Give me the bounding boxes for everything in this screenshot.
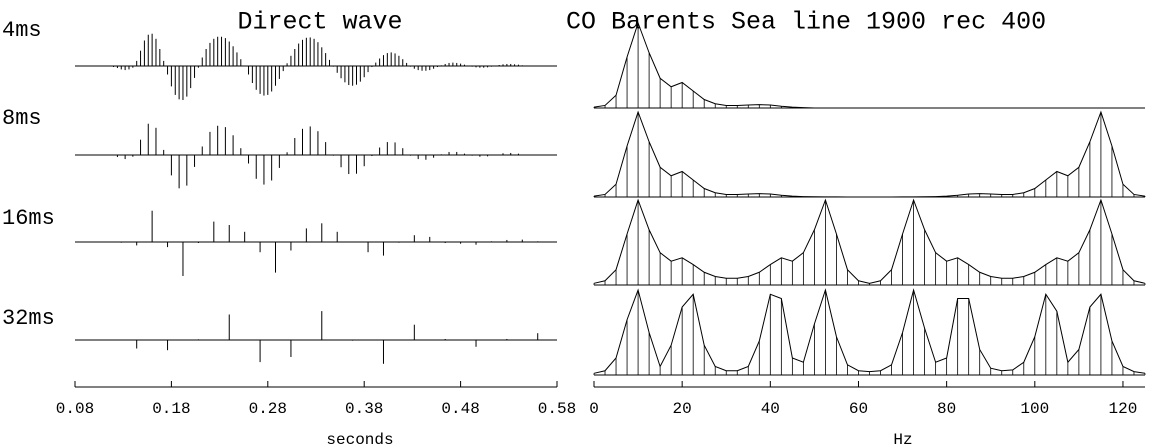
trace-label: 16ms xyxy=(2,206,55,231)
trace-label: 4ms xyxy=(2,18,42,43)
x-tick-label: 80 xyxy=(937,400,956,418)
x-tick-label: 0.08 xyxy=(56,400,94,418)
x-tick-label: 20 xyxy=(673,400,692,418)
x-axis-label: seconds xyxy=(326,431,393,446)
chart-title: Direct wave xyxy=(237,8,402,37)
x-tick-label: 0.28 xyxy=(249,400,287,418)
trace-label: 8ms xyxy=(2,106,42,131)
x-tick-label: 60 xyxy=(849,400,868,418)
x-axis-label: Hz xyxy=(893,431,912,446)
x-tick-label: 0.58 xyxy=(538,400,576,418)
x-tick-label: 0.18 xyxy=(152,400,190,418)
spectrum-line xyxy=(593,110,1146,198)
x-tick-label: 120 xyxy=(1109,400,1138,418)
trace-label: 32ms xyxy=(2,306,55,331)
x-tick-label: 40 xyxy=(761,400,780,418)
spectrum-line xyxy=(593,21,1145,109)
x-tick-label: 100 xyxy=(1020,400,1049,418)
chart-title: CO Barents Sea line 1900 rec 400 xyxy=(566,8,1046,37)
x-tick-label: 0.48 xyxy=(441,400,479,418)
x-tick-label: 0.38 xyxy=(345,400,383,418)
spectrum-line xyxy=(593,288,1146,374)
spectrum-line xyxy=(593,198,1146,284)
x-tick-label: 0 xyxy=(589,400,599,418)
